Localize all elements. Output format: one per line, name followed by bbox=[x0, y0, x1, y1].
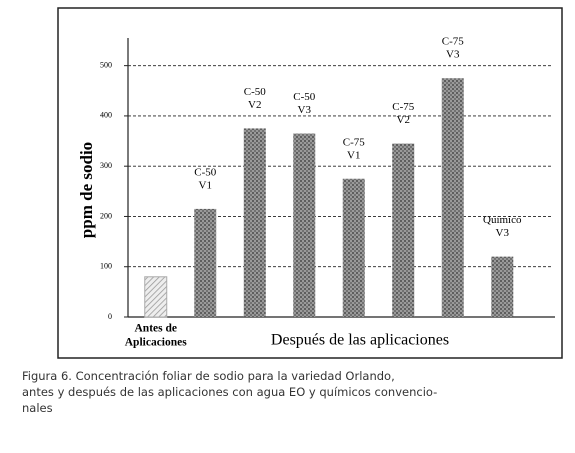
category-label: V3 bbox=[298, 104, 312, 116]
y-tick-label: 200 bbox=[100, 211, 112, 220]
caption-line: antes y después de las aplicaciones con … bbox=[22, 385, 437, 399]
frame bbox=[57, 7, 563, 359]
bar bbox=[491, 256, 514, 317]
category-label: C-50 bbox=[293, 91, 316, 103]
category-label: V3 bbox=[496, 227, 510, 239]
category-label: Antes de bbox=[135, 323, 178, 335]
x-axis-label: Después de las aplicaciones bbox=[271, 332, 449, 349]
bar bbox=[293, 133, 316, 317]
y-axis-label: ppm de sodio bbox=[77, 142, 96, 238]
bar bbox=[441, 78, 464, 317]
y-tick-label: 500 bbox=[100, 60, 112, 69]
bar bbox=[144, 276, 168, 318]
bar bbox=[392, 143, 415, 317]
category-label: C-75 bbox=[442, 36, 465, 48]
y-tick-label: 100 bbox=[100, 262, 112, 271]
category-label: V3 bbox=[446, 49, 460, 61]
caption-line: Figura 6. Concentración foliar de sodio … bbox=[22, 369, 395, 383]
y-tick-label: 300 bbox=[100, 161, 112, 170]
category-label: V2 bbox=[248, 99, 261, 111]
category-label: V1 bbox=[199, 179, 212, 191]
y-tick-label: 400 bbox=[100, 111, 112, 120]
bar bbox=[243, 128, 266, 317]
bar bbox=[342, 178, 365, 317]
y-tick-label: 0 bbox=[108, 312, 112, 321]
category-label: V1 bbox=[347, 149, 360, 161]
caption-line: nales bbox=[22, 401, 53, 415]
bar bbox=[194, 208, 217, 317]
category-label: C-50 bbox=[194, 166, 217, 178]
category-label: V2 bbox=[397, 114, 410, 126]
category-label: Aplicaciones bbox=[125, 337, 187, 349]
category-label: C-50 bbox=[244, 86, 267, 98]
category-label: C-75 bbox=[343, 136, 366, 148]
category-label: C-75 bbox=[392, 101, 415, 113]
category-label: Químico bbox=[483, 214, 522, 226]
